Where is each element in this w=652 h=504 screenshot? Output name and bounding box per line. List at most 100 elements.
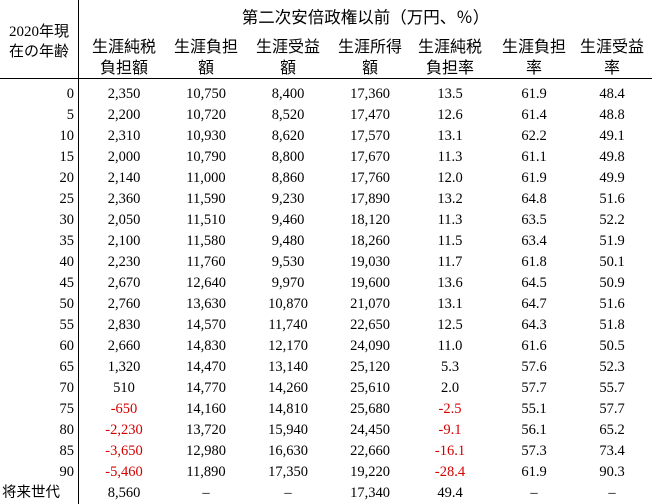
table-cell: 17,760: [350, 170, 390, 186]
row-age-label: 20: [59, 170, 75, 186]
row-age-label: 90: [59, 464, 75, 480]
table-cell: 2,350: [107, 86, 141, 102]
table-cell: 13,140: [268, 359, 308, 375]
table-cell: 17,570: [350, 128, 390, 144]
table-cell: 18,260: [350, 233, 390, 249]
table-cell: 55.7: [599, 380, 625, 396]
table-cell: 52.3: [599, 359, 625, 375]
column-header-line: 生涯受益: [255, 37, 320, 56]
table-cell: 10,750: [186, 86, 226, 102]
row-header: 2020年現 在の年齢: [0, 22, 78, 62]
table-cell: 49.1: [599, 128, 625, 144]
table-cell: 11,510: [186, 212, 226, 228]
row-age-label: 70: [59, 380, 75, 396]
table-cell: 12.6: [437, 107, 463, 123]
table-cell: 2,100: [107, 233, 141, 249]
table-cell: 2,050: [107, 212, 141, 228]
table-cell: 17,890: [350, 191, 390, 207]
table-cell: 64.5: [521, 275, 547, 291]
row-age-label: 40: [59, 254, 75, 270]
row-age-label: 50: [59, 296, 75, 312]
column-header-line: 生涯負担: [501, 37, 566, 56]
column-header-line: 生涯受益: [579, 37, 644, 56]
row-age-label: 65: [59, 359, 75, 375]
table-cell: 14,570: [186, 317, 226, 333]
table-cell: 65.2: [599, 422, 625, 438]
table-cell: 50.1: [599, 254, 625, 270]
table-cell: 13.1: [437, 128, 463, 144]
table-cell: 19,030: [350, 254, 390, 270]
table-cell: 25,610: [350, 380, 390, 396]
table-cell: 8,520: [271, 107, 305, 123]
table-cell: 14,160: [186, 401, 226, 417]
table-cell: 11,890: [186, 464, 226, 480]
table-cell: 64.3: [521, 317, 547, 333]
table-cell: 48.8: [599, 107, 625, 123]
row-header-line-1: 2020年現: [8, 24, 69, 40]
table-cell: 24,090: [350, 338, 390, 354]
table-cell: 61.1: [521, 149, 547, 165]
column-header-line: 生涯負担: [173, 37, 238, 56]
row-age-label: 80: [59, 422, 75, 438]
table-cell: 50.9: [599, 275, 625, 291]
table-cell: 22,650: [350, 317, 390, 333]
table-cell: 64.8: [521, 191, 547, 207]
table-cell: 1,320: [107, 359, 141, 375]
row-age-label: 30: [59, 212, 75, 228]
table-cell: 90.3: [599, 464, 625, 480]
table-cell: 51.6: [599, 296, 625, 312]
table-cell: 52.2: [599, 212, 625, 228]
table-cell: 25,120: [350, 359, 390, 375]
row-header-line-2: 在の年齢: [8, 44, 69, 60]
column-header-line: 額: [197, 58, 214, 77]
table-cell: -2,230: [105, 422, 143, 438]
table-cell: 13,720: [186, 422, 226, 438]
table-cell: 9,480: [271, 233, 305, 249]
table-cell: 11,760: [186, 254, 226, 270]
table-cell: 2,200: [107, 107, 141, 123]
table-cell: 11,580: [186, 233, 226, 249]
table-cell: 15,940: [268, 422, 308, 438]
table-cell: 57.7: [599, 401, 625, 417]
table-cell: 19,220: [350, 464, 390, 480]
table-cell: –: [284, 485, 292, 501]
row-age-label: 55: [59, 317, 75, 333]
table-cell: -9.1: [438, 422, 462, 438]
table-cell: 2.0: [440, 380, 460, 396]
table-cell: 8,860: [271, 170, 305, 186]
table-title: 第二次安倍政権以前（万円、％）: [241, 8, 490, 27]
table-cell: 48.4: [599, 86, 625, 102]
table-cell: 13,630: [186, 296, 226, 312]
table-cell: 51.9: [599, 233, 625, 249]
table-cell: 18,120: [350, 212, 390, 228]
table-cell: 22,660: [350, 443, 390, 459]
table-cell: –: [530, 485, 538, 501]
header-divider: [0, 78, 652, 79]
column-header-7: 生涯受益率: [571, 36, 652, 78]
table-cell: 2,660: [107, 338, 141, 354]
table-cell: 10,930: [186, 128, 226, 144]
table-cell: 11.3: [437, 149, 463, 165]
table-cell: 14,830: [186, 338, 226, 354]
row-age-label: 15: [59, 149, 75, 165]
table-cell: 13.6: [437, 275, 463, 291]
table-cell: 55.1: [521, 401, 547, 417]
table-cell: 61.4: [521, 107, 547, 123]
table-cell: 11,000: [186, 170, 226, 186]
table-cell: 16,630: [268, 443, 308, 459]
row-age-label: 45: [59, 275, 75, 291]
column-header-6: 生涯負担率: [493, 36, 575, 78]
table-cell: 11.3: [437, 212, 463, 228]
table-cell: 14,260: [268, 380, 308, 396]
table-cell: 11.7: [437, 254, 463, 270]
table-cell: 51.8: [599, 317, 625, 333]
table-cell: 8,400: [271, 86, 305, 102]
row-age-label: 25: [59, 191, 75, 207]
table-cell: 57.7: [521, 380, 547, 396]
row-age-label: 75: [59, 401, 75, 417]
table-cell: 61.9: [521, 464, 547, 480]
table-cell: 63.5: [521, 212, 547, 228]
table-cell: 8,560: [107, 485, 141, 501]
row-age-label: 60: [59, 338, 75, 354]
